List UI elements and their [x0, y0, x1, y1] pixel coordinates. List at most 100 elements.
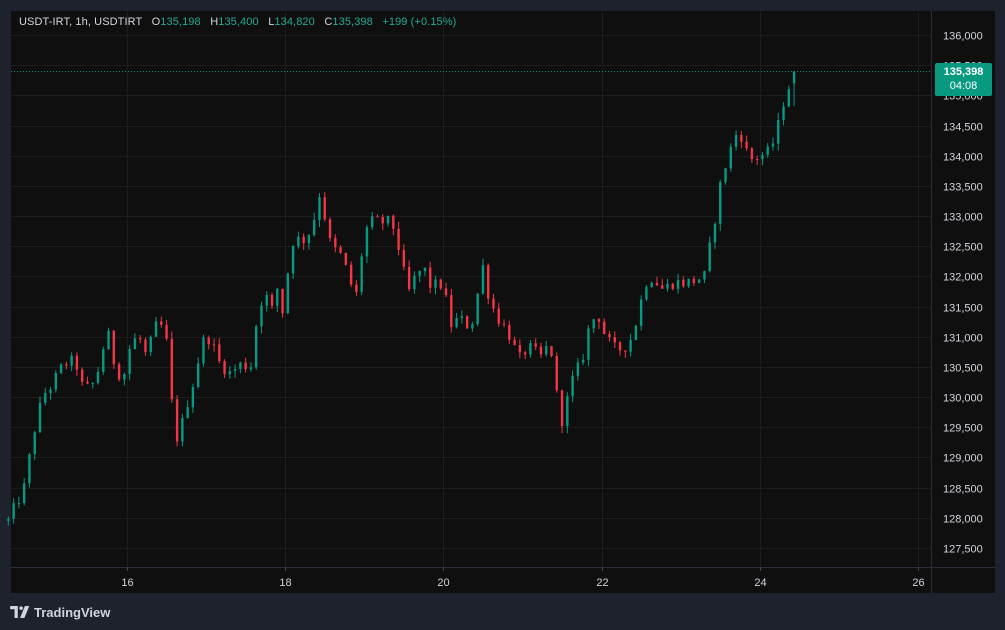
- tradingview-brand[interactable]: TradingView: [10, 604, 110, 620]
- symbol-label[interactable]: USDT-IRT, 1h, USDTIRT: [19, 16, 143, 28]
- candle-body: [33, 432, 36, 455]
- high-value: 135,400: [218, 16, 259, 28]
- candle-body: [487, 265, 490, 299]
- y-tick-label: 133,500: [943, 182, 983, 194]
- candle-body: [186, 407, 189, 418]
- candle-body: [724, 168, 727, 183]
- brand-name: TradingView: [34, 604, 111, 620]
- candle-body: [133, 338, 137, 350]
- time-axis: [11, 567, 931, 593]
- candle-body: [708, 242, 711, 272]
- close-label: C: [324, 16, 333, 28]
- candle-body: [65, 364, 68, 366]
- candle-body: [376, 216, 379, 218]
- y-tick-label: 127,500: [943, 544, 983, 556]
- low-value: 134,820: [274, 16, 315, 28]
- price-axis: [931, 11, 995, 567]
- candle-body: [270, 294, 274, 306]
- candle-body: [212, 344, 216, 346]
- current-price-value: 135,398: [943, 65, 984, 78]
- candle-body: [86, 381, 89, 384]
- candle-body: [249, 367, 253, 370]
- candle-body: [750, 148, 754, 160]
- y-tick-label: 134,000: [943, 152, 983, 164]
- candle-body: [687, 278, 690, 287]
- candle-body: [460, 316, 464, 319]
- y-tick-label: 128,000: [943, 514, 983, 526]
- y-tick-label: 130,000: [943, 393, 983, 405]
- candle-body: [344, 252, 348, 265]
- candle-body: [777, 119, 780, 144]
- candle-body: [386, 215, 390, 224]
- candle-body: [381, 216, 384, 224]
- candle-body: [291, 246, 295, 274]
- candle-body: [666, 283, 669, 289]
- candle-body: [639, 299, 643, 326]
- x-tick-label: 16: [121, 577, 133, 589]
- candle-body: [38, 402, 42, 433]
- candle-body: [703, 271, 706, 280]
- candle-body: [413, 275, 416, 290]
- candle-body: [734, 134, 738, 147]
- candle-body: [323, 197, 326, 220]
- candle-body: [297, 236, 300, 247]
- candle-body: [102, 349, 105, 372]
- candle-body: [782, 106, 785, 120]
- candle-body: [276, 288, 279, 306]
- candle-body: [766, 146, 769, 155]
- x-tick-label: 24: [754, 577, 766, 589]
- candle-body: [645, 287, 648, 300]
- bar-countdown: 04:08: [949, 79, 978, 92]
- candle-body: [740, 134, 743, 142]
- candle-body: [571, 375, 574, 397]
- candle-body: [17, 503, 21, 505]
- candle-body: [523, 352, 527, 355]
- y-tick-label: 132,500: [943, 242, 983, 254]
- candle-body: [138, 338, 142, 340]
- candle-body: [123, 374, 126, 380]
- candle-body: [202, 337, 205, 364]
- candle-body: [581, 359, 585, 363]
- y-tick-label: 131,000: [943, 333, 983, 345]
- candle-body: [22, 483, 26, 504]
- candle-body: [566, 396, 569, 427]
- candle-body: [402, 249, 406, 267]
- candle-body: [54, 373, 58, 390]
- candle-body: [128, 349, 131, 375]
- tradingview-logo-icon: [10, 606, 30, 618]
- candle-body: [471, 324, 474, 329]
- candle-body: [597, 319, 601, 322]
- candle-body: [191, 386, 195, 408]
- candle-body: [497, 308, 500, 324]
- candle-body: [492, 298, 495, 309]
- candle-body: [371, 216, 374, 228]
- y-tick-label: 132,000: [943, 272, 983, 284]
- candle-body: [165, 324, 168, 339]
- candle-body: [745, 141, 748, 149]
- candle-body: [175, 399, 179, 442]
- candle-body: [265, 294, 268, 306]
- candle-body: [281, 288, 284, 314]
- candle-body: [555, 356, 558, 391]
- candle-body: [444, 288, 448, 296]
- candle-body: [239, 362, 242, 370]
- candle-body: [603, 321, 606, 335]
- candle-body: [476, 293, 479, 325]
- candle-body: [254, 326, 258, 368]
- candle-body: [655, 282, 659, 286]
- candle-body: [207, 337, 210, 345]
- candle-body: [755, 159, 759, 161]
- axis-corner: [931, 567, 995, 593]
- candle-body: [117, 364, 121, 380]
- candle-body: [260, 305, 263, 327]
- candle-body: [439, 279, 442, 289]
- y-tick-label: 129,000: [943, 453, 983, 465]
- candle-body: [407, 266, 411, 290]
- candle-body: [349, 264, 353, 285]
- candle-body: [513, 339, 516, 346]
- candle-body: [481, 265, 485, 294]
- candle-body: [96, 371, 100, 383]
- candle-body: [313, 219, 316, 235]
- candle-body: [334, 237, 337, 248]
